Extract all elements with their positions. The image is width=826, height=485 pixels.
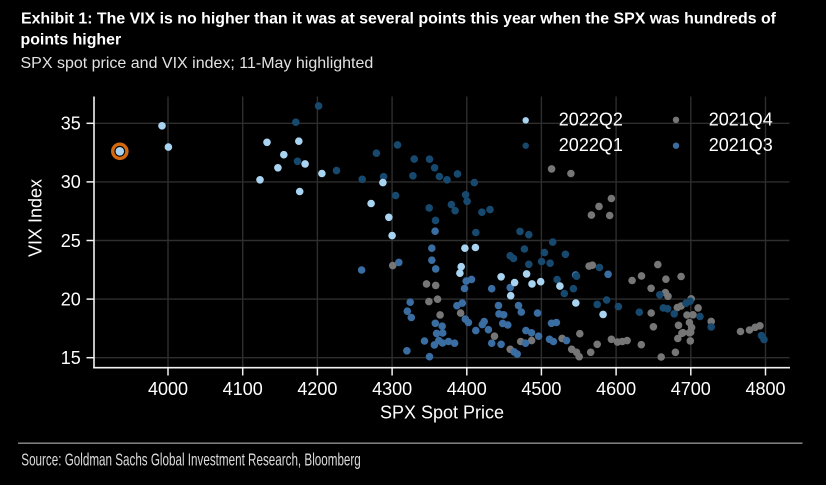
svg-text:4700: 4700 xyxy=(671,379,711,399)
svg-text:4000: 4000 xyxy=(148,379,188,399)
svg-text:Exhibit 1: The VIX is no highe: Exhibit 1: The VIX is no higher than it … xyxy=(21,11,777,28)
svg-text:SPX spot price and VIX index;: SPX spot price and VIX index; 11-May hig… xyxy=(21,55,374,72)
svg-text:4100: 4100 xyxy=(223,379,263,399)
svg-text:35: 35 xyxy=(61,114,81,134)
svg-text:15: 15 xyxy=(61,348,81,368)
svg-text:4600: 4600 xyxy=(596,379,636,399)
svg-text:points higher: points higher xyxy=(21,32,122,49)
svg-text:4300: 4300 xyxy=(372,379,412,399)
svg-text:4400: 4400 xyxy=(447,379,487,399)
svg-text:4500: 4500 xyxy=(521,379,561,399)
svg-text:2022Q1: 2022Q1 xyxy=(559,135,623,155)
svg-text:20: 20 xyxy=(61,289,81,309)
svg-text:SPX Spot Price: SPX Spot Price xyxy=(380,403,504,423)
svg-text:2022Q2: 2022Q2 xyxy=(559,110,623,130)
svg-text:4800: 4800 xyxy=(745,379,785,399)
svg-text:2021Q4: 2021Q4 xyxy=(709,110,773,130)
svg-text:25: 25 xyxy=(61,231,81,251)
svg-text:VIX Index: VIX Index xyxy=(26,179,46,257)
svg-text:4200: 4200 xyxy=(297,379,337,399)
svg-text:30: 30 xyxy=(61,172,81,192)
svg-text:2021Q3: 2021Q3 xyxy=(709,135,773,155)
svg-text:Source: Goldman Sachs Global I: Source: Goldman Sachs Global Investment … xyxy=(21,450,360,470)
